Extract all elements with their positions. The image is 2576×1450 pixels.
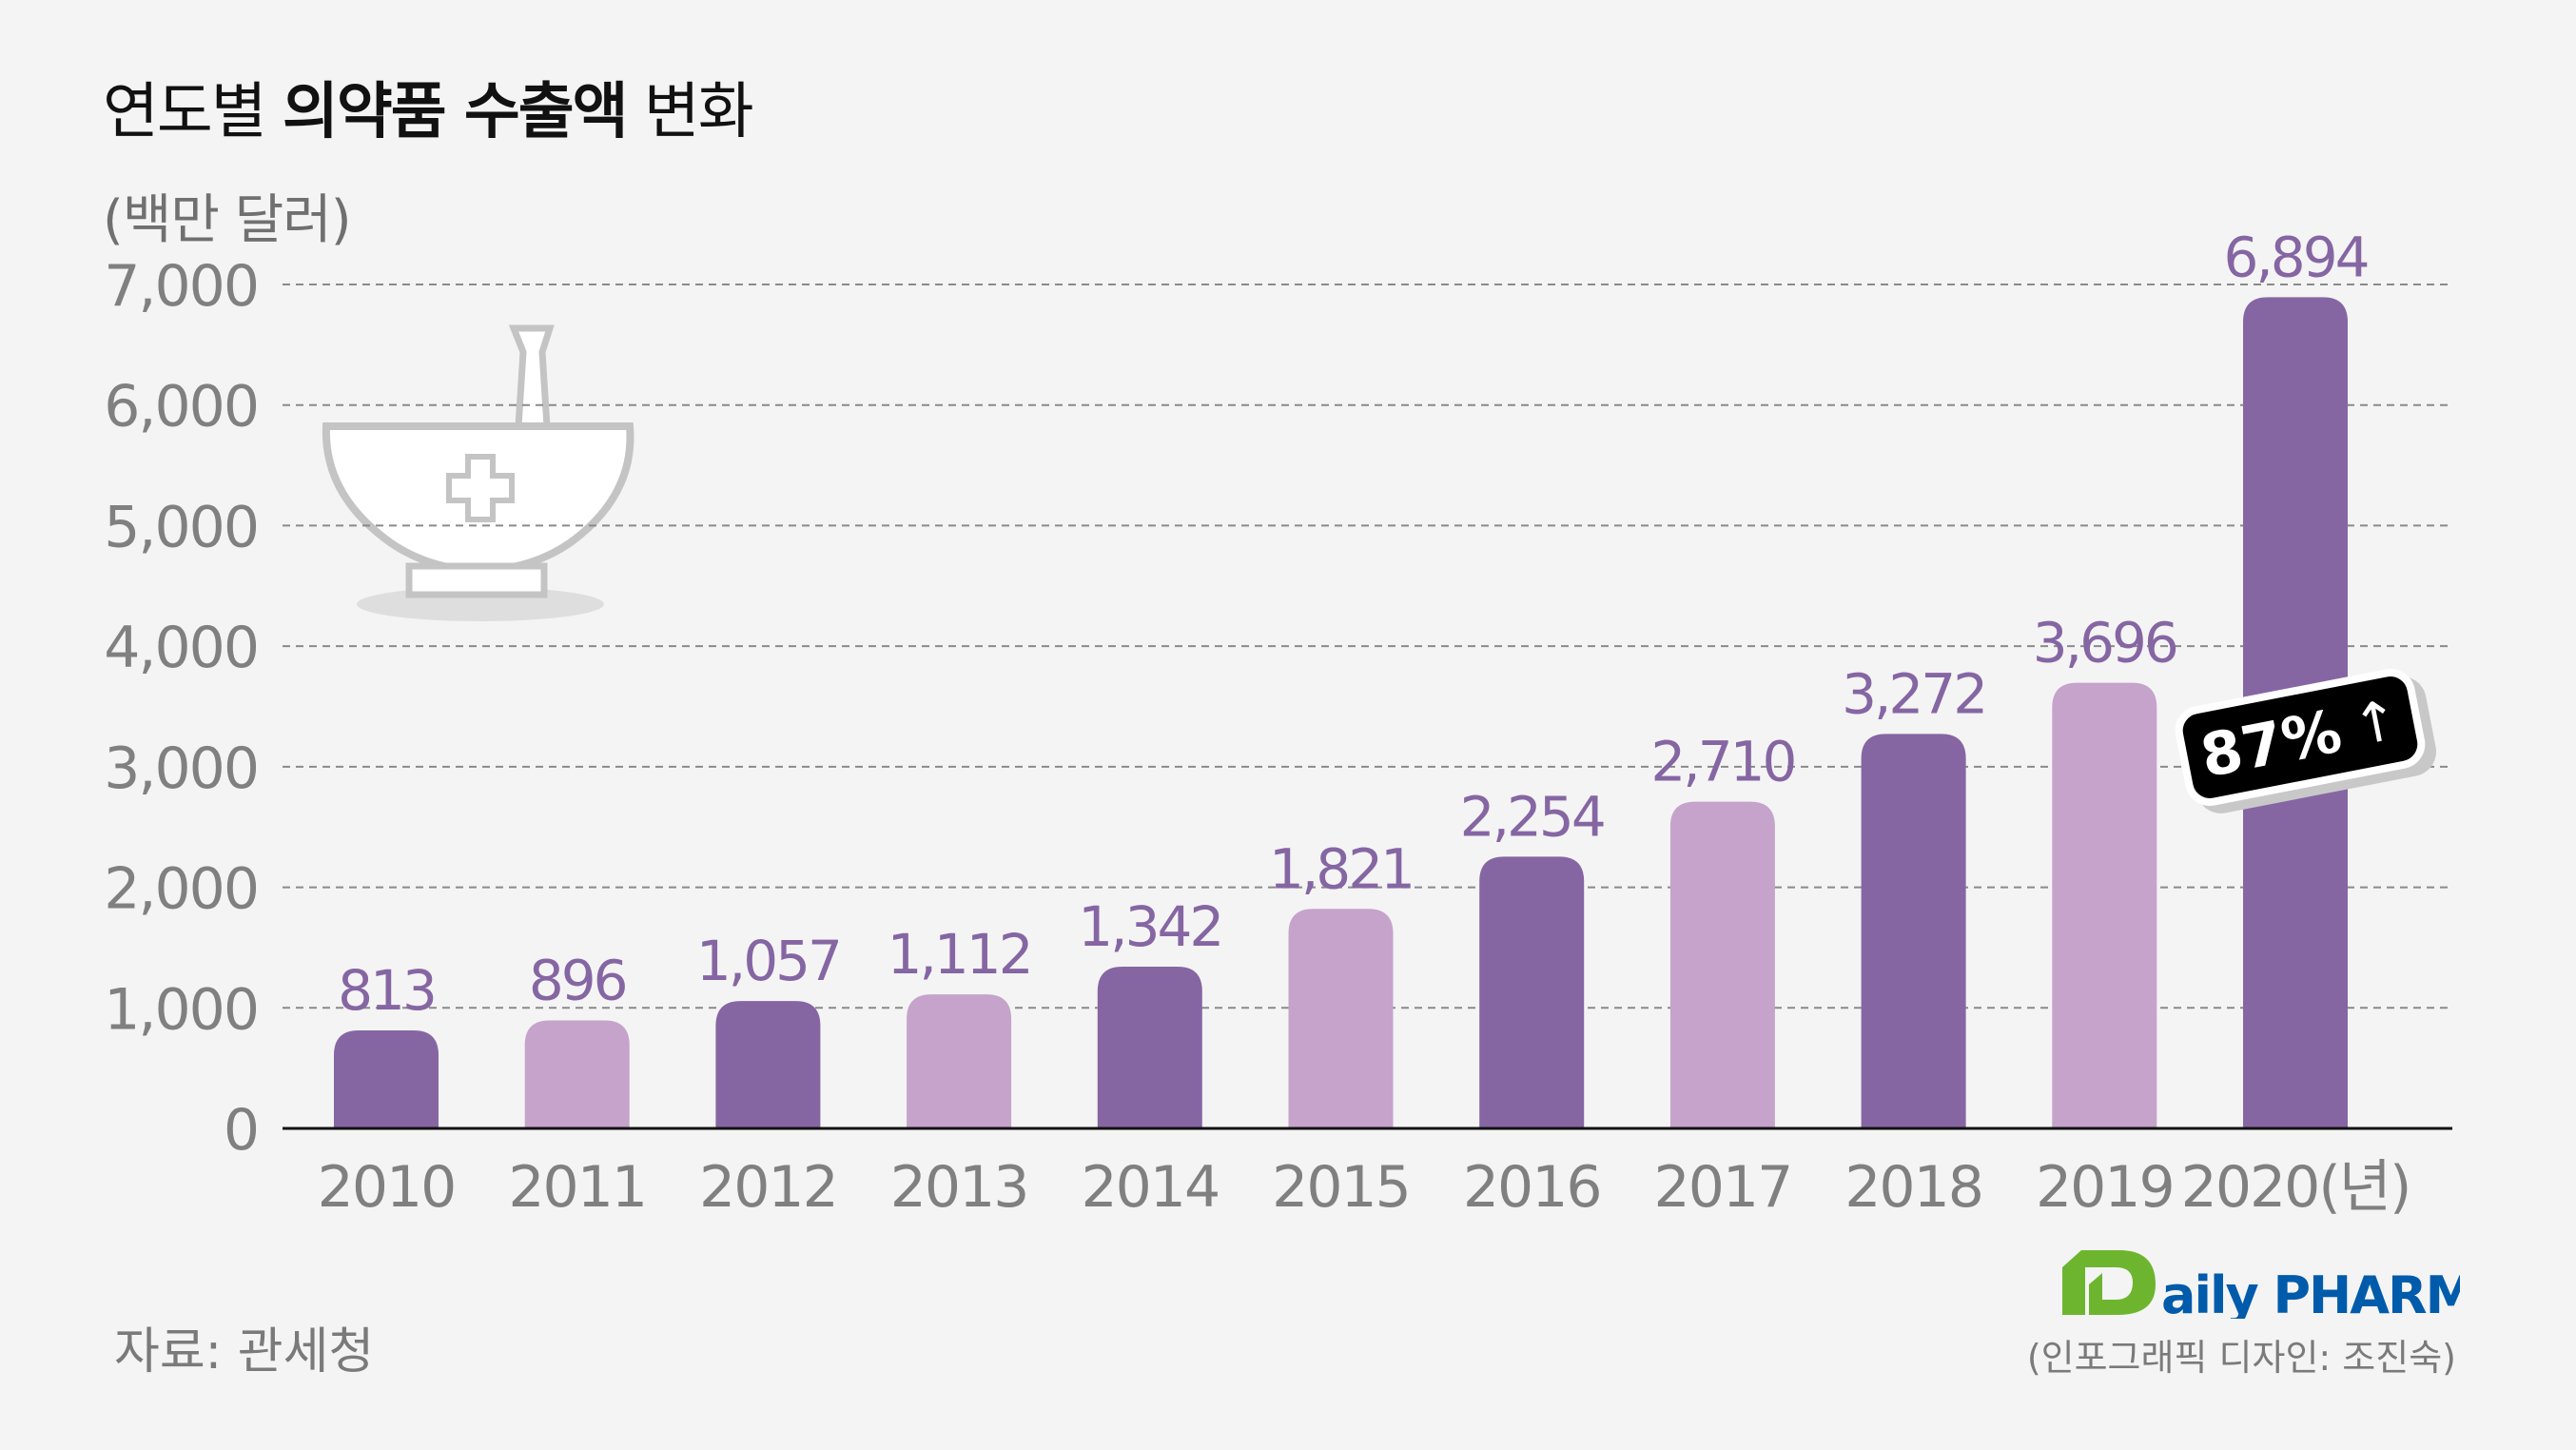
value-label: 6,894 <box>2223 225 2367 289</box>
arrow-up-icon: ↑ <box>2347 686 2406 759</box>
y-tick-label: 1,000 <box>104 976 258 1043</box>
svg-text:aily PHARM: aily PHARM <box>2161 1265 2460 1319</box>
x-tick-label: 2013 <box>890 1154 1028 1221</box>
x-tick-label: 2019 <box>2036 1154 2174 1221</box>
value-label: 896 <box>529 948 626 1012</box>
value-label: 3,272 <box>1842 661 1985 726</box>
bar <box>2052 682 2157 1128</box>
title-bold: 의약품 수출액 <box>282 77 629 147</box>
chart-title: 연도별 의약품 수출액 변화 <box>103 63 754 150</box>
x-tick-label: 2010 <box>318 1154 456 1221</box>
y-tick-label: 7,000 <box>104 253 258 320</box>
value-label: 2,254 <box>1460 784 1604 849</box>
y-tick-label: 3,000 <box>104 735 258 802</box>
x-tick-label: 2020(년) <box>2181 1154 2410 1221</box>
value-label: 1,342 <box>1078 894 1221 959</box>
x-tick-label: 2017 <box>1654 1154 1792 1221</box>
y-axis-unit: (백만 달러) <box>103 189 352 251</box>
bar <box>907 994 1012 1128</box>
x-tick-label: 2018 <box>1844 1154 1982 1221</box>
y-tick-label: 6,000 <box>104 374 258 441</box>
bar <box>1097 966 1202 1128</box>
y-tick-label: 4,000 <box>104 615 258 681</box>
value-label: 2,710 <box>1650 730 1794 794</box>
design-credit: (인포그래픽 디자인: 조진숙) <box>2026 1337 2456 1379</box>
y-tick-label: 2,000 <box>104 856 258 923</box>
source-note: 자료: 관세청 <box>114 1323 375 1381</box>
daily-pharm-logo: aily PHARM <box>2062 1250 2460 1319</box>
bar <box>1288 909 1394 1128</box>
value-label: 3,696 <box>2033 611 2176 676</box>
bar <box>715 1001 821 1128</box>
x-tick-label: 2011 <box>508 1154 646 1221</box>
y-tick-label: 5,000 <box>104 494 258 560</box>
y-tick-label: 0 <box>224 1097 258 1164</box>
x-tick-label: 2016 <box>1463 1154 1601 1221</box>
value-label: 1,057 <box>696 929 840 993</box>
title-prefix: 연도별 <box>103 77 283 147</box>
x-tick-label: 2012 <box>699 1154 837 1221</box>
bar <box>1479 856 1585 1128</box>
title-suffix: 변화 <box>626 77 754 147</box>
bar <box>1669 801 1775 1128</box>
x-tick-label: 2014 <box>1081 1154 1219 1221</box>
mortar-and-pestle-icon <box>322 324 634 621</box>
x-tick-label: 2015 <box>1272 1154 1410 1221</box>
bar <box>334 1029 439 1128</box>
value-label: 1,821 <box>1269 836 1413 901</box>
value-label: 1,112 <box>888 922 1031 987</box>
value-label: 813 <box>338 958 435 1023</box>
growth-percent: 87% <box>2195 695 2348 791</box>
bar <box>1861 734 1966 1128</box>
bar <box>524 1020 630 1128</box>
